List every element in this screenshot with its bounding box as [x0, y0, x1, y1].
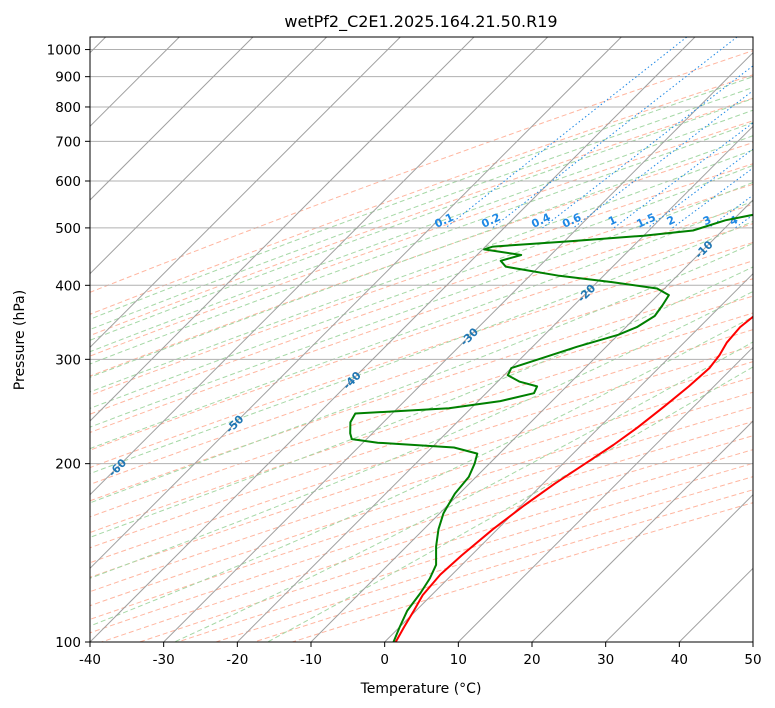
- dry-adiabat: [90, 278, 753, 502]
- moist-adiabat: [174, 341, 753, 642]
- y-tick-label: 400: [55, 278, 81, 294]
- moist-adiabat: [90, 266, 753, 538]
- dry-adiabat: [90, 260, 753, 485]
- isotherm-line: [236, 125, 753, 642]
- moist-adiabats: [90, 76, 753, 642]
- y-tick-label: 800: [55, 100, 81, 116]
- y-tick-label: 300: [55, 352, 81, 368]
- y-tick-label: 200: [55, 457, 81, 473]
- x-tick-label: -40: [79, 652, 101, 668]
- isotherm-line: [605, 493, 753, 642]
- dry-adiabat: [90, 142, 753, 377]
- isotherm-line: [531, 420, 753, 642]
- x-tick-label: 50: [744, 652, 761, 668]
- x-tick-label: 30: [597, 652, 614, 668]
- x-tick-label: -20: [226, 652, 248, 668]
- isotherm-line: [90, 37, 328, 275]
- y-tick-label: 600: [55, 174, 81, 190]
- y-tick-label: 900: [55, 70, 81, 86]
- y-tick-label: 1000: [47, 43, 81, 59]
- y-tick-label: 100: [55, 635, 81, 651]
- y-tick-label: 500: [55, 221, 81, 237]
- isotherm-line: [90, 37, 696, 642]
- dry-adiabat: [90, 295, 753, 518]
- plot-frame: [89, 36, 754, 643]
- x-axis-ticks: -40 -30 -20 -10 0 10 20 30 40 50: [79, 642, 762, 668]
- temperature-profile: [394, 315, 753, 642]
- plot-area: 0.10.20.40.611.52346810131620253036-100-…: [90, 37, 753, 642]
- moist-adiabat: [90, 98, 753, 341]
- mixing-ratio-line: [445, 37, 688, 229]
- x-tick-label: 0: [380, 652, 389, 668]
- moist-adiabat: [90, 76, 753, 320]
- y-axis-label: Pressure (hPa): [12, 290, 28, 390]
- dry-adiabat: [90, 97, 753, 337]
- dry-adiabat: [90, 241, 753, 469]
- isotherm-line: [90, 37, 622, 570]
- moist-adiabat: [90, 242, 753, 504]
- isotherm-line: [90, 37, 549, 496]
- moist-adiabat: [90, 109, 753, 353]
- moist-adiabat: [90, 122, 753, 365]
- x-tick-label: -30: [153, 652, 175, 668]
- isotherm-line: [163, 51, 753, 642]
- moist-adiabat: [90, 290, 753, 579]
- dry-adiabat: [90, 183, 753, 415]
- pressure-gridlines: [90, 49, 753, 642]
- mixing-ratio-line: [492, 37, 738, 229]
- skewed-isotherms: [90, 37, 753, 642]
- mixing-ratio-lines: [445, 37, 753, 229]
- isotherm-line: [310, 199, 753, 642]
- moist-adiabat: [267, 366, 753, 642]
- dewpoint-profile: [349, 213, 753, 642]
- mixing-ratio-line: [542, 65, 753, 229]
- isotherm-line: [90, 37, 475, 422]
- x-tick-label: 10: [450, 652, 467, 668]
- x-axis-label: Temperature (°C): [360, 681, 482, 697]
- isotherm-line: [384, 272, 753, 642]
- dry-adiabat: [90, 223, 753, 451]
- moist-adiabat: [90, 149, 753, 393]
- mixing-ratio-line: [613, 122, 753, 229]
- x-tick-label: 20: [523, 652, 540, 668]
- y-axis-ticks: 100 200 300 400 500 600 700 800 900 1000: [47, 43, 90, 651]
- isotherm-line: [457, 346, 753, 642]
- x-tick-label: -10: [300, 652, 322, 668]
- dry-adiabat: [90, 74, 753, 315]
- isotherm-line: [90, 37, 254, 201]
- y-tick-label: 700: [55, 134, 81, 150]
- isotherm-line: [90, 37, 401, 349]
- moist-adiabat: [90, 316, 753, 627]
- x-tick-label: 40: [671, 652, 688, 668]
- chart-title: wetPf2_C2E1.2025.164.21.50.R19: [284, 12, 557, 32]
- moist-adiabat: [90, 181, 753, 428]
- moist-adiabat: [90, 164, 753, 409]
- sounding-profiles: [349, 213, 753, 642]
- moist-adiabat: [90, 220, 753, 475]
- dry-adiabat: [90, 312, 753, 534]
